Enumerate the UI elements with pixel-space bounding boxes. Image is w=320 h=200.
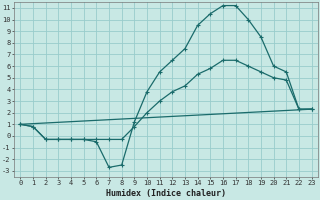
X-axis label: Humidex (Indice chaleur): Humidex (Indice chaleur): [106, 189, 226, 198]
